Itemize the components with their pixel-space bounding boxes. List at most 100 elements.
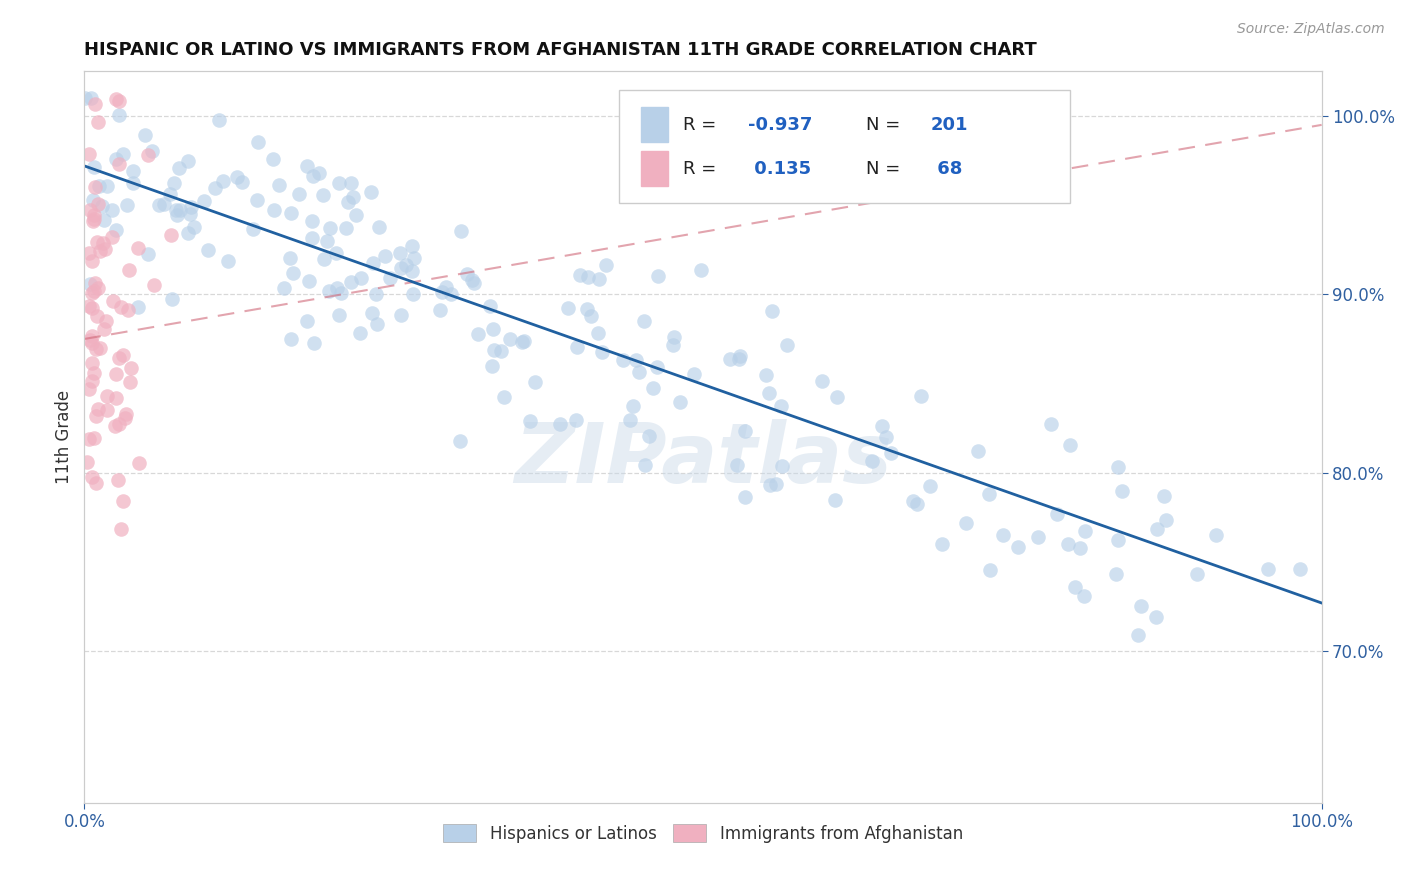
Point <box>378 271 401 285</box>
Point <box>107 108 129 122</box>
Point <box>89 341 111 355</box>
Text: R =: R = <box>683 160 723 178</box>
Point <box>1046 508 1069 522</box>
Point <box>1154 513 1177 527</box>
Point <box>83 284 105 298</box>
Point <box>82 301 104 315</box>
Point <box>328 176 350 190</box>
Point <box>759 477 782 491</box>
Point <box>87 178 110 193</box>
Y-axis label: 11th Grade: 11th Grade <box>55 390 73 484</box>
Point <box>90 199 112 213</box>
Point <box>138 147 160 161</box>
Text: 0.135: 0.135 <box>748 160 811 178</box>
Point <box>105 223 128 237</box>
Point <box>104 152 127 166</box>
Point <box>776 338 799 352</box>
Point <box>79 333 101 347</box>
Point <box>141 144 163 158</box>
Point <box>633 314 655 328</box>
Point <box>96 403 118 417</box>
Point <box>93 213 115 227</box>
Point <box>1205 528 1227 542</box>
Point <box>595 258 617 272</box>
Point <box>557 301 579 315</box>
Point <box>576 270 599 285</box>
Point <box>159 187 181 202</box>
Point <box>280 206 302 220</box>
Point <box>115 198 138 212</box>
Bar <box>619 90 1070 203</box>
Point <box>862 454 884 468</box>
Point <box>177 227 200 241</box>
Point <box>86 281 108 295</box>
Point <box>108 351 131 365</box>
Point <box>84 475 107 490</box>
Point <box>121 176 143 190</box>
Point <box>361 256 384 270</box>
Point <box>621 399 644 413</box>
Point <box>360 185 382 199</box>
Point <box>83 366 105 380</box>
Point <box>499 332 522 346</box>
Point <box>114 411 136 425</box>
Point <box>770 459 793 474</box>
Point <box>110 300 132 314</box>
Point <box>77 147 100 161</box>
Point <box>211 174 233 188</box>
Point <box>765 476 787 491</box>
Point <box>79 202 101 217</box>
Point <box>734 424 756 438</box>
Point <box>197 244 219 258</box>
Point <box>204 181 226 195</box>
Point <box>108 94 131 108</box>
Point <box>344 208 367 222</box>
Point <box>100 229 122 244</box>
Point <box>247 135 270 149</box>
Text: ZIPatlas: ZIPatlas <box>515 418 891 500</box>
Point <box>87 115 110 129</box>
Point <box>89 244 111 258</box>
Bar <box>641 107 668 143</box>
Point <box>824 492 846 507</box>
Text: N =: N = <box>866 160 907 178</box>
Point <box>93 322 115 336</box>
Point <box>734 490 756 504</box>
Point <box>662 330 685 344</box>
Point <box>118 262 141 277</box>
Point <box>83 180 105 194</box>
Text: -0.937: -0.937 <box>748 116 811 134</box>
Point <box>120 375 142 389</box>
Point <box>160 227 183 242</box>
Point <box>101 293 124 308</box>
Point <box>430 285 453 300</box>
Point <box>875 430 897 444</box>
Point <box>107 473 129 487</box>
Point <box>128 456 150 470</box>
Point <box>77 432 100 446</box>
Point <box>79 277 101 292</box>
Point <box>1059 438 1081 452</box>
Point <box>80 336 103 351</box>
Point <box>1289 562 1312 576</box>
Point <box>107 417 129 431</box>
Point <box>1007 540 1029 554</box>
Point <box>1153 489 1175 503</box>
Point <box>1074 524 1097 538</box>
Text: 201: 201 <box>931 116 969 134</box>
Point <box>165 203 187 218</box>
Point <box>643 381 665 395</box>
Point <box>591 344 613 359</box>
Point <box>519 414 541 428</box>
Point <box>920 479 942 493</box>
Point <box>402 252 425 266</box>
Point <box>718 352 741 367</box>
Point <box>647 359 669 374</box>
Point <box>96 314 118 328</box>
Point <box>183 220 205 235</box>
Point <box>80 329 103 343</box>
Point <box>75 91 97 105</box>
Point <box>512 334 534 348</box>
Point <box>449 434 471 448</box>
Point <box>510 335 533 350</box>
